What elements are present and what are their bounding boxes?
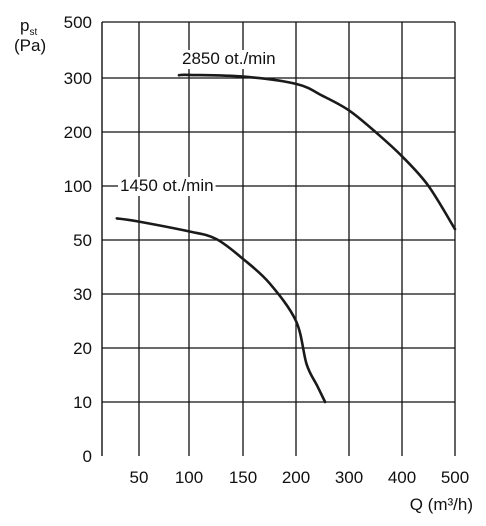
curve-label-background — [118, 177, 216, 196]
curve-label-2: 1450 ot./min — [120, 176, 214, 195]
y-axis-unit: (Pa) — [14, 36, 46, 55]
x-tick-label: 150 — [229, 468, 257, 487]
y-tick-label: 200 — [64, 123, 92, 142]
y-axis-title: pst — [20, 16, 37, 38]
x-tick-label: 300 — [335, 468, 363, 487]
y-tick-label: 500 — [64, 13, 92, 32]
y-tick-label: 0 — [83, 447, 92, 466]
y-tick-label: 30 — [73, 285, 92, 304]
x-tick-label: 100 — [175, 468, 203, 487]
y-tick-label: 300 — [64, 69, 92, 88]
grid — [101, 21, 456, 456]
y-tick-label: 100 — [64, 177, 92, 196]
x-tick-label: 400 — [388, 468, 416, 487]
curve-label-background — [180, 50, 278, 69]
series-line-2 — [115, 217, 327, 404]
y-tick-label: 10 — [73, 393, 92, 412]
x-tick-label: 500 — [441, 468, 469, 487]
axis-ticks: 50 100 150 200 300 400 50050030020010050302010… — [64, 13, 470, 487]
x-tick-label: 200 — [282, 468, 310, 487]
x-axis-title: Q (m³/h) — [410, 495, 473, 514]
x-tick-label: 50 — [130, 468, 149, 487]
series-line-1 — [177, 73, 457, 231]
curve-label-1: 2850 ot./min — [182, 49, 276, 68]
curve-labels: 2850 ot./min 1450 ot./min — [118, 49, 278, 196]
series-curves — [115, 73, 457, 404]
y-tick-label: 50 — [73, 231, 92, 250]
y-tick-label: 20 — [73, 339, 92, 358]
y-axis-subscript: st — [29, 27, 37, 38]
y-axis-symbol: p — [20, 16, 29, 35]
